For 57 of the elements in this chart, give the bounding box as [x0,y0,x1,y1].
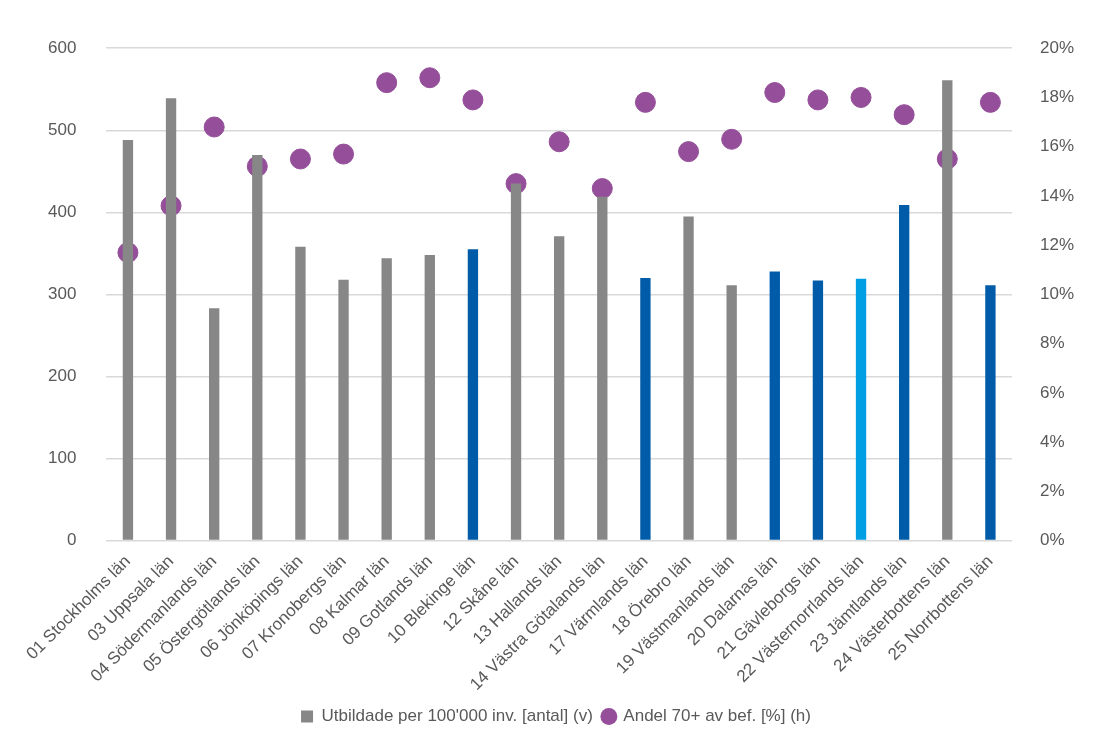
point [979,91,1001,113]
bar [165,98,177,540]
point [678,141,700,163]
bar [855,278,867,540]
y2-tick-label: 4% [1039,431,1065,451]
bar [209,308,220,540]
bar [683,216,694,540]
y-tick-label: 400 [47,202,77,222]
bar [510,183,522,540]
legend-label: Utbildade per 100'000 inv. [antal] (v) [321,706,593,726]
y-tick-label: 100 [47,448,77,468]
bar [467,249,479,540]
y2-tick-label: 8% [1039,333,1065,353]
bar [640,277,651,540]
bar [122,140,134,540]
y2-tick-label: 18% [1039,87,1075,107]
point [376,72,398,94]
point [634,91,656,113]
point [203,116,225,138]
y-tick-label: 200 [47,366,77,386]
point [721,128,743,150]
point [419,67,441,89]
bar [769,271,780,540]
bar [985,285,996,540]
bar [942,80,953,540]
point [591,178,613,200]
bar [338,279,349,540]
bar [726,285,737,540]
y-tick-label: 500 [47,119,77,139]
legend-label: Andel 70+ av bef. [%] (h) [623,706,811,726]
point [289,148,311,170]
y2-tick-label: 6% [1039,382,1065,402]
point [807,89,829,111]
y2-tick-label: 14% [1039,185,1075,205]
y2-tick-label: 2% [1039,481,1065,501]
bar [252,154,263,540]
bar [424,255,435,540]
bar [898,204,910,540]
point [850,86,872,108]
y2-tick-label: 20% [1039,37,1075,57]
bar [381,258,392,540]
point [462,89,484,111]
y-tick-label: 600 [47,37,77,57]
point [333,143,355,165]
bar [597,196,608,540]
bar [812,280,824,540]
y2-tick-label: 0% [1039,530,1065,550]
point [893,104,915,126]
point [764,82,786,104]
y2-tick-label: 16% [1039,136,1075,156]
y2-tick-label: 12% [1039,234,1075,254]
y2-tick-label: 10% [1039,284,1075,304]
point [548,131,570,153]
bar [554,236,565,540]
bar [295,246,306,540]
y-tick-label: 0 [66,530,77,550]
y-tick-label: 300 [47,284,77,304]
